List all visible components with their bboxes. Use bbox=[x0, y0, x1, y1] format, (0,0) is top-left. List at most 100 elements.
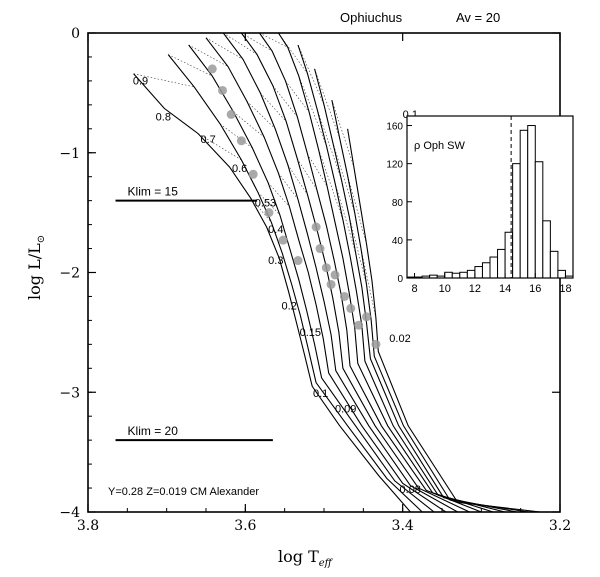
histogram-bar-15 bbox=[519, 129, 529, 279]
inset-y-tick-label: 40 bbox=[392, 236, 404, 247]
y-tick-label: 0 bbox=[71, 26, 80, 42]
isochrone-dotted-connector bbox=[334, 182, 356, 253]
y-axis-title-sub: ⊙ bbox=[36, 235, 47, 243]
histogram-bar-6 bbox=[451, 272, 461, 279]
histogram-bar-8 bbox=[466, 269, 476, 279]
isochrone-dotted-connector bbox=[223, 33, 258, 55]
track-line-10 bbox=[331, 99, 529, 512]
isochrone-dotted-connector bbox=[246, 101, 276, 130]
isochrone-dotted-connector bbox=[233, 111, 265, 138]
mass-label-8: 0.15 bbox=[300, 327, 321, 339]
isochrone-dotted-connector bbox=[260, 92, 287, 122]
isochrone-dotted-connector bbox=[298, 75, 327, 146]
histogram-bar-16 bbox=[527, 125, 536, 279]
footnote: Y=0.28 Z=0.019 CM Alexander bbox=[108, 486, 259, 498]
histogram-bar-12 bbox=[497, 248, 506, 279]
inset-axes: 8 10 12 14 16 18 0 40 80 120 160 bbox=[386, 122, 571, 295]
observed-point-0 bbox=[207, 64, 217, 74]
histogram-bar-20 bbox=[557, 269, 566, 279]
isochrone-dotted-connector bbox=[219, 123, 253, 149]
isochrone-dotted-connector bbox=[296, 158, 318, 191]
observed-point-16 bbox=[361, 312, 371, 322]
histogram-bar-14 bbox=[512, 163, 521, 279]
isochrone-dotted-connector bbox=[168, 54, 213, 77]
isochrone-dotted-connector bbox=[278, 172, 299, 200]
observed-point-6 bbox=[278, 235, 288, 245]
isochrone-dotted-connector bbox=[205, 37, 244, 60]
track-line-3 bbox=[205, 37, 447, 512]
observed-point-2 bbox=[226, 109, 236, 119]
main-axes: 3.8 3.6 3.4 3.2 0 −1 −2 −3 −4 bbox=[59, 26, 571, 534]
main-plot-area bbox=[133, 33, 541, 512]
observed-point-8 bbox=[311, 222, 321, 232]
track-line-11 bbox=[347, 128, 541, 512]
mass-label-4: 0.53 bbox=[255, 198, 276, 210]
inset-x-tick-label: 14 bbox=[499, 283, 511, 295]
observed-point-5 bbox=[264, 208, 274, 218]
mass-label-0: 0.9 bbox=[133, 75, 148, 87]
observed-point-7 bbox=[293, 256, 303, 266]
isochrone-dotted-connector bbox=[287, 164, 308, 195]
observed-point-1 bbox=[218, 85, 228, 95]
isochrone-dotted-connector bbox=[314, 68, 341, 139]
inset-y-tick-label: 80 bbox=[392, 198, 404, 209]
isochrone-dotted-connector bbox=[272, 85, 298, 118]
isochrone-dotted-connector bbox=[285, 80, 310, 113]
y-axis-title: log L/L⊙ bbox=[25, 235, 47, 300]
inset-x-tick-label: 12 bbox=[469, 283, 481, 295]
histogram-bar-18 bbox=[542, 220, 551, 279]
klim-label-1: Klim = 20 bbox=[128, 424, 179, 438]
observed-point-12 bbox=[330, 270, 340, 280]
track-line-8 bbox=[297, 44, 506, 512]
x-axis-title-sub: eff bbox=[319, 558, 334, 569]
x-axis-title: log Teff bbox=[278, 547, 334, 569]
isochrone-dotted-connector bbox=[188, 44, 229, 67]
reference-lines: Klim = 15 Klim = 20 bbox=[115, 185, 273, 442]
track-line-0 bbox=[133, 73, 411, 512]
observed-point-17 bbox=[371, 339, 381, 349]
x-tick-label: 3.4 bbox=[392, 518, 414, 534]
histogram-bar-7 bbox=[459, 271, 468, 279]
klim-label-0: Klim = 15 bbox=[128, 185, 179, 199]
mass-label-6: 0.3 bbox=[268, 255, 283, 267]
inset-y-tick-label: 0 bbox=[397, 274, 403, 285]
isochrone-dotted-connector bbox=[297, 44, 325, 105]
inset-x-tick-label: 18 bbox=[559, 283, 571, 295]
x-axis-title-main: log T bbox=[278, 547, 319, 566]
mass-label-12: 0.02 bbox=[389, 333, 410, 345]
inset-x-tick-label: 10 bbox=[439, 283, 451, 295]
inset-y-tick-label: 120 bbox=[386, 160, 403, 171]
chart-title: Ophiuchus bbox=[340, 10, 403, 25]
isochrone-dotted-connector bbox=[347, 175, 367, 244]
observed-point-10 bbox=[321, 263, 331, 273]
track-line-6 bbox=[259, 33, 482, 512]
y-axis-title-main: log L/L bbox=[25, 243, 44, 300]
mass-label-7: 0.2 bbox=[282, 301, 297, 313]
histogram-bar-9 bbox=[474, 266, 483, 279]
observed-point-13 bbox=[339, 291, 349, 301]
observed-point-4 bbox=[248, 169, 258, 179]
histogram-bar-5 bbox=[444, 271, 453, 279]
isochrone-dotted-connector bbox=[360, 248, 377, 319]
isochrone-dotted-connector bbox=[197, 133, 242, 161]
track-line-7 bbox=[277, 33, 494, 512]
observed-point-9 bbox=[315, 244, 325, 254]
inset-title: ρ Oph SW bbox=[414, 140, 465, 152]
isochrone-dotted-connector bbox=[241, 33, 273, 52]
histogram-bar-10 bbox=[481, 262, 491, 279]
inset-x-tick-label: 16 bbox=[529, 283, 541, 295]
chart-subtitle: Av = 20 bbox=[456, 10, 500, 25]
y-tick-label: −2 bbox=[59, 266, 80, 282]
y-tick-label: −4 bbox=[59, 505, 80, 521]
mass-label-11: 0.08 bbox=[400, 484, 421, 496]
mass-label-5: 0.4 bbox=[268, 224, 283, 236]
isochrone-dotted-connector bbox=[348, 216, 367, 285]
track-line-9 bbox=[314, 68, 517, 512]
mass-label-1: 0.8 bbox=[156, 111, 171, 123]
isochrone-dotted-connector bbox=[316, 108, 342, 180]
mass-label-3: 0.6 bbox=[232, 163, 247, 175]
observed-point-11 bbox=[326, 279, 336, 289]
inset-x-tick-label: 8 bbox=[411, 283, 417, 295]
mass-label-2: 0.7 bbox=[200, 134, 215, 146]
